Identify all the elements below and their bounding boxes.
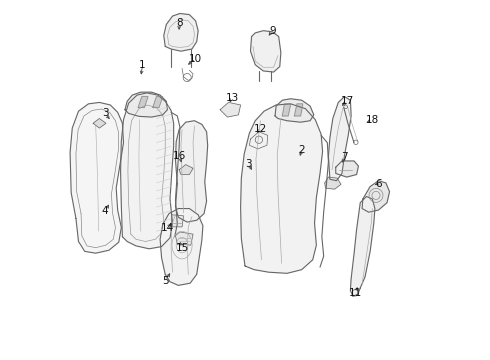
- Text: 2: 2: [298, 145, 305, 155]
- Text: 10: 10: [189, 54, 202, 63]
- Polygon shape: [282, 104, 291, 116]
- Text: 13: 13: [225, 93, 239, 103]
- Polygon shape: [350, 197, 375, 296]
- Polygon shape: [249, 132, 268, 149]
- Polygon shape: [164, 14, 198, 51]
- Polygon shape: [138, 96, 148, 108]
- Text: 7: 7: [341, 152, 348, 162]
- Text: 12: 12: [254, 124, 267, 134]
- Text: 1: 1: [139, 60, 146, 70]
- Polygon shape: [325, 177, 341, 189]
- Text: 4: 4: [102, 206, 108, 216]
- Text: 11: 11: [349, 288, 362, 298]
- Polygon shape: [220, 103, 241, 117]
- Polygon shape: [294, 104, 303, 116]
- Text: 15: 15: [175, 243, 189, 253]
- Polygon shape: [250, 31, 281, 72]
- Polygon shape: [362, 181, 390, 212]
- Text: 17: 17: [341, 96, 354, 106]
- Text: 3: 3: [245, 158, 252, 168]
- Text: 9: 9: [269, 26, 276, 36]
- Text: 3: 3: [102, 108, 108, 118]
- Polygon shape: [125, 92, 168, 117]
- Polygon shape: [179, 165, 193, 175]
- Polygon shape: [175, 232, 193, 245]
- Polygon shape: [336, 161, 359, 177]
- Text: 14: 14: [161, 222, 174, 233]
- Text: 5: 5: [162, 276, 169, 285]
- Polygon shape: [121, 93, 173, 249]
- Text: 16: 16: [173, 151, 187, 161]
- Text: 6: 6: [375, 179, 382, 189]
- Polygon shape: [153, 96, 163, 108]
- Polygon shape: [171, 215, 184, 227]
- Polygon shape: [160, 208, 203, 285]
- Polygon shape: [241, 104, 322, 273]
- Text: 18: 18: [366, 114, 379, 125]
- Polygon shape: [93, 118, 106, 128]
- Polygon shape: [275, 99, 314, 122]
- Polygon shape: [328, 96, 351, 181]
- Polygon shape: [70, 103, 123, 253]
- Text: 8: 8: [176, 18, 182, 28]
- Polygon shape: [175, 121, 208, 222]
